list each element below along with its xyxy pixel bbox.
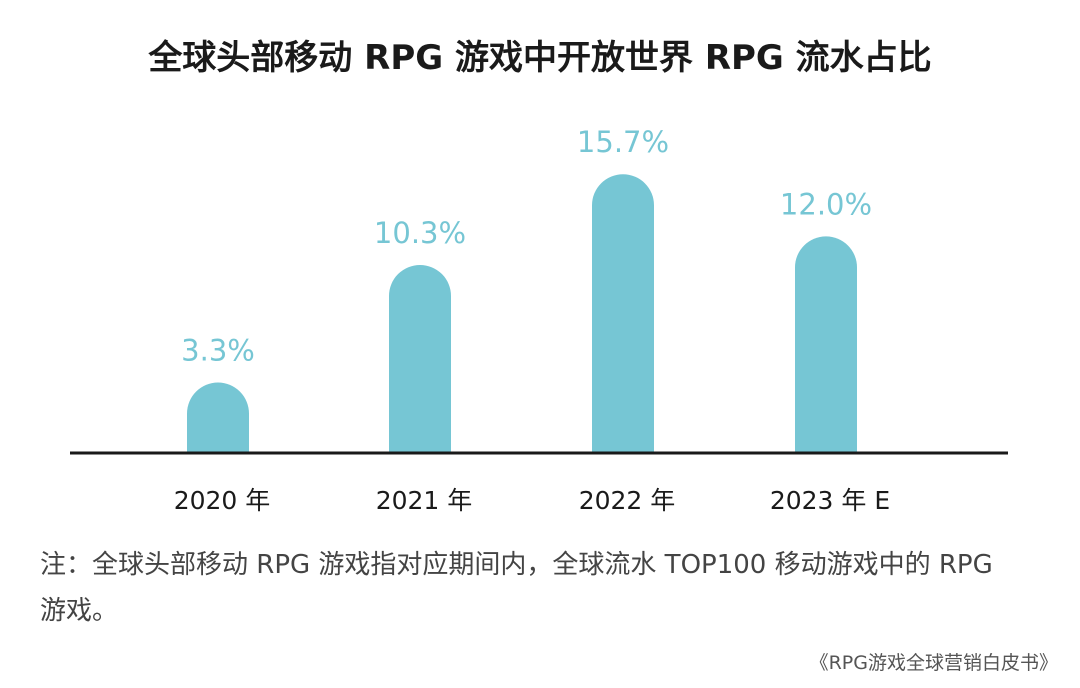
x-tick-label: 2023 年 E xyxy=(770,486,890,515)
bar-chart: 3.3% 2020 年 10.3% 2021 年 15.7% 2022 年 12.0% 202… xyxy=(70,125,1008,515)
source-citation: 《RPG游戏全球营销白皮书》 xyxy=(809,652,1058,674)
x-tick-label: 2021 年 xyxy=(376,486,473,515)
data-label: 3.3% xyxy=(181,334,255,368)
bar xyxy=(795,236,857,452)
footnote: 注：全球头部移动 RPG 游戏指对应期间内，全球流水 TOP100 移动游戏中的… xyxy=(40,550,993,626)
data-label: 10.3% xyxy=(374,216,466,250)
bar xyxy=(389,264,451,452)
bar xyxy=(592,174,654,452)
x-tick-label: 2022 年 xyxy=(579,486,676,515)
chart-title: 全球头部移动 RPG 游戏中开放世界 RPG 流水占比 xyxy=(148,38,932,78)
bar xyxy=(187,382,249,452)
data-label: 15.7% xyxy=(577,125,669,159)
x-tick-label: 2020 年 xyxy=(174,486,271,515)
data-label: 12.0% xyxy=(780,187,872,221)
